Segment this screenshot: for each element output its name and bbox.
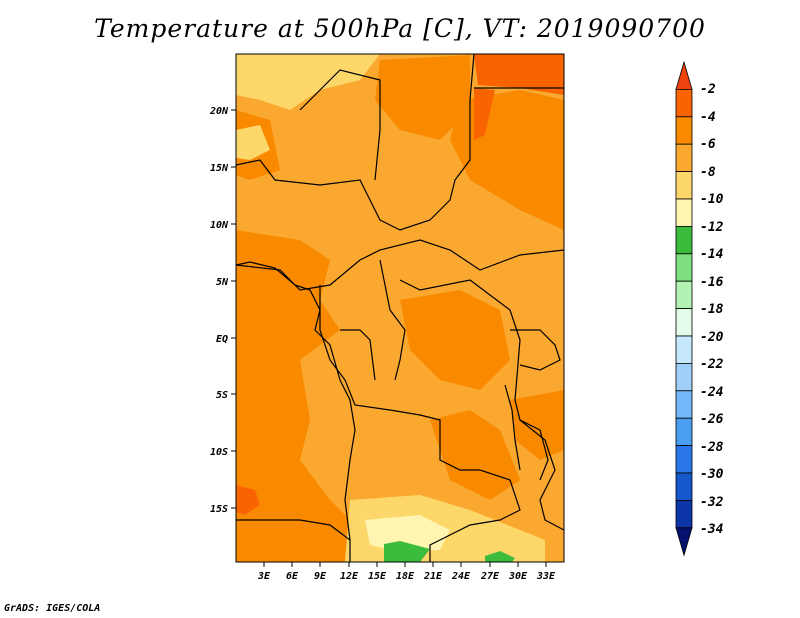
field-atlantic-2to4 [236, 485, 260, 515]
lon-label: 24E [451, 571, 471, 582]
colorbar-label: -20 [700, 330, 724, 345]
grads-credit: GrADS: IGES/COLA [4, 603, 101, 614]
colorbar-label: -32 [700, 495, 724, 510]
colorbar-label: -24 [700, 385, 724, 400]
lat-label: 15S [210, 504, 228, 515]
colorbar-label: -6 [700, 137, 716, 152]
colorbar-label: -4 [700, 110, 716, 125]
lon-labels: 3E 6E 9E 12E 15E 18E 21E 24E 27E 30E 33E [257, 571, 556, 582]
colorbar-segment [675, 362, 693, 392]
lon-label: 30E [508, 571, 528, 582]
lat-label: 10N [210, 220, 229, 231]
colorbar-label: -14 [700, 247, 724, 262]
colorbar-label: -12 [700, 220, 724, 235]
colorbar-segment [675, 143, 693, 172]
field-sahel-8to10 [236, 125, 270, 160]
colorbar-segment [675, 225, 693, 255]
border-sahel [236, 54, 475, 231]
lon-label: 21E [423, 571, 443, 582]
colorbar-label: -2 [700, 82, 716, 97]
field-east-4to6 [510, 390, 564, 460]
colorbar-label: -26 [700, 412, 724, 427]
colorbar-labels: -2 -4 -6 -8 -10 -12 -14 -16 -18 -20 -22 … [700, 82, 724, 537]
border-namibia [236, 519, 351, 562]
colorbar-segment [675, 253, 693, 282]
field-west-4to6 [236, 230, 350, 562]
lat-labels: 20N 15N 10N 5N EQ 5S 10S 15S [209, 106, 229, 515]
colorbar-segment [675, 472, 693, 501]
field-north-4to6 [375, 55, 470, 140]
border-lakes [510, 329, 561, 371]
lon-label: 9E [314, 571, 327, 582]
field-kalahari-10to12 [365, 515, 450, 552]
colorbar-bottom-arrow [675, 527, 693, 557]
colorbar-segment [675, 89, 693, 118]
lat-label: EQ [216, 334, 228, 345]
lat-label: 5S [216, 390, 228, 401]
lon-label: 33E [536, 571, 556, 582]
colorbar [675, 60, 693, 557]
colorbar-top-arrow [675, 60, 693, 90]
field-south-4to6 [430, 410, 520, 500]
lat-label: 15N [210, 163, 229, 174]
colorbar-label: -34 [700, 522, 724, 537]
colorbar-segment [675, 499, 693, 529]
colorbar-segment [675, 445, 693, 474]
lake-tanganyika [504, 384, 521, 471]
country-borders [236, 54, 564, 562]
colorbar-segment [675, 198, 693, 227]
map-title: Temperature at 500hPa [C], VT: 201909070… [94, 14, 706, 43]
colorbar-label: -28 [700, 440, 724, 455]
colorbar-label: -8 [700, 165, 716, 180]
field-congo-4to6 [400, 290, 510, 390]
colorbar-segment [675, 390, 693, 419]
lon-label: 15E [368, 571, 387, 582]
coastline-west [236, 261, 356, 541]
colorbar-segment [675, 417, 693, 447]
field-green-east [485, 551, 515, 562]
colorbar-segment [675, 280, 693, 310]
colorbar-segment [675, 171, 693, 200]
lon-ticks [263, 562, 547, 567]
border-car [379, 259, 406, 381]
colorbar-label: -30 [700, 467, 724, 482]
field-egypt-2to4 [474, 54, 564, 95]
temperature-field [236, 54, 564, 562]
field-north-8to10 [236, 54, 380, 110]
border-east [399, 279, 564, 531]
colorbar-label: -16 [700, 275, 724, 290]
field-nile-2to4 [474, 88, 495, 140]
colorbar-label: -18 [700, 302, 724, 317]
lat-label: 10S [210, 447, 228, 458]
lat-label: 20N [209, 106, 229, 117]
lon-label: 3E [257, 571, 271, 582]
lat-ticks [231, 109, 236, 509]
lon-label: 6E [286, 571, 299, 582]
border-gabon [340, 329, 376, 381]
lon-label: 18E [396, 571, 415, 582]
lat-label: 5N [216, 277, 229, 288]
lon-label: 27E [480, 571, 500, 582]
lake-malawi [519, 419, 549, 481]
colorbar-label: -10 [700, 192, 724, 207]
map-frame [235, 53, 565, 563]
lon-label: 12E [340, 571, 359, 582]
colorbar-segment [675, 116, 693, 145]
border-congo-angola [319, 285, 521, 562]
border-niger [299, 69, 381, 181]
field-green-west [384, 541, 430, 562]
colorbar-segment [675, 335, 693, 364]
colorbar-segment [675, 308, 693, 337]
colorbar-label: -22 [700, 357, 724, 372]
